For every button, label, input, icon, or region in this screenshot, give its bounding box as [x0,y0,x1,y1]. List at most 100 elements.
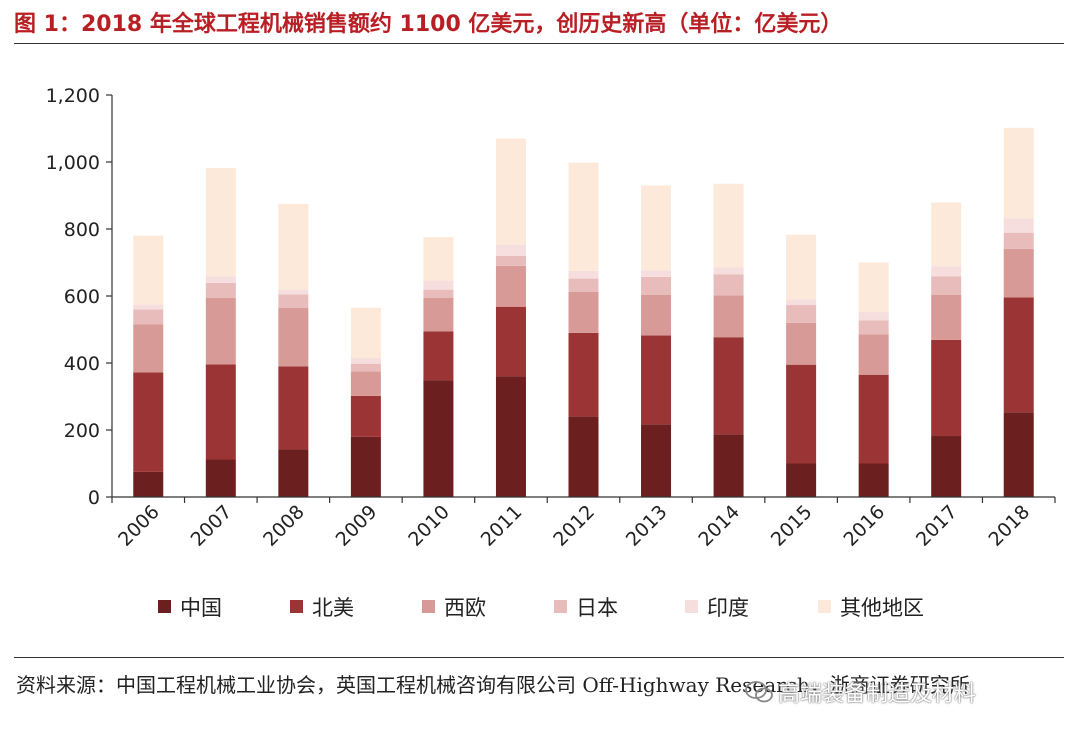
bar-segment [133,235,164,305]
bar-segment [713,267,744,275]
stacked-bar-chart: 0 200 400 600 800 1,000 1,200 2006 2007 2008 2009… [46,85,1056,620]
bar-segment [1003,412,1034,497]
x-tick-label: 2008 [259,501,309,551]
legend-item: 中国 [158,596,222,620]
bar-segment [205,364,236,460]
bar-segment [931,339,962,437]
bar-segment [278,289,309,295]
bar-segment [350,307,381,358]
bar-segment [858,262,889,313]
bar-segment [713,295,744,338]
bar-segment [713,274,744,296]
bar-segment [423,380,454,497]
bars [133,127,1034,497]
bar-segment [713,434,744,497]
bar-segment [1003,127,1034,219]
legend-item: 日本 [554,596,618,620]
bar-segment [133,304,164,310]
bar-segment [350,371,381,396]
bar-segment [205,298,236,365]
legend-label: 北美 [312,596,354,620]
bar-segment [133,324,164,373]
bar-segment [786,463,817,497]
bar-segment [278,307,309,367]
bar-segment [931,294,962,340]
bar-segment [786,234,817,300]
bar-segment [205,276,236,283]
legend-item: 印度 [685,596,749,620]
bar-segment [641,335,672,425]
x-tick-label: 2011 [477,501,527,551]
bar-segment [858,320,889,335]
legend-label: 西欧 [444,596,486,620]
bar-segment [568,270,599,279]
bar-segment [1003,297,1034,413]
legend-item: 其他地区 [818,596,924,620]
legend-label: 中国 [180,596,222,620]
title-divider [14,43,1064,44]
legend-item: 西欧 [422,596,486,620]
chart-title: 图 1：2018 年全球工程机械销售额约 1100 亿美元，创历史新高（单位：亿… [14,12,843,37]
bar-segment [641,294,672,336]
bar-segment [931,266,962,277]
y-tick-label: 1,000 [46,152,100,174]
bar-segment [786,364,817,464]
bar-segment [278,294,309,308]
bar-segment [568,416,599,497]
bar-segment [495,255,526,266]
bar-segment [205,168,236,277]
legend-item: 北美 [290,596,354,620]
legend-swatch [290,600,303,613]
bar-segment [713,337,744,435]
watermark-text: 高端装备制造及材料 [778,682,977,707]
bar-segment [133,471,164,497]
y-tick-label: 400 [64,353,100,375]
bar-segment [786,322,817,365]
bar-segment [278,366,309,450]
bar-segment [350,363,381,372]
x-tick-label: 2010 [404,501,454,551]
bar-segment [205,282,236,299]
bar-segment [495,138,526,245]
y-tick-label: 0 [88,487,100,509]
bar-segment [568,291,599,333]
legend-swatch [818,600,831,613]
bar-segment [641,270,672,277]
bar-segment [713,183,744,268]
bar-segment [858,312,889,321]
legend-swatch [554,600,567,613]
x-tick-label: 2017 [912,501,962,551]
x-tick-label: 2015 [767,501,817,551]
legend: 中国 北美 西欧 日本 印度 其他地区 [158,596,924,620]
bar-segment [278,449,309,497]
bar-segment [133,309,164,325]
legend-swatch [685,600,698,613]
legend-label: 印度 [707,596,749,620]
bar-segment [205,459,236,497]
x-tick-label: 2018 [985,501,1035,551]
bar-segment [495,244,526,256]
bar-segment [568,332,599,417]
source-note: 资料来源：中国工程机械工业协会，英国工程机械咨询有限公司 Off-Highway… [16,673,970,697]
bar-segment [858,374,889,464]
bar-segment [133,372,164,472]
bar-segment [350,436,381,497]
x-tick-label: 2016 [839,501,889,551]
bar-segment [495,376,526,497]
bar-segment [931,202,962,267]
bar-segment [278,203,309,290]
bar-segment [858,463,889,497]
bar-segment [641,276,672,295]
bar-segment [641,424,672,497]
bar-segment [786,305,817,323]
bar-segment [568,162,599,271]
bar-segment [1003,232,1034,249]
bar-segment [858,334,889,375]
legend-label: 其他地区 [840,596,924,620]
bar-segment [423,331,454,381]
bar-segment [786,299,817,306]
bar-segment [423,280,454,290]
bar-segment [568,278,599,292]
bar-segment [1003,248,1034,298]
legend-label: 日本 [576,596,618,620]
